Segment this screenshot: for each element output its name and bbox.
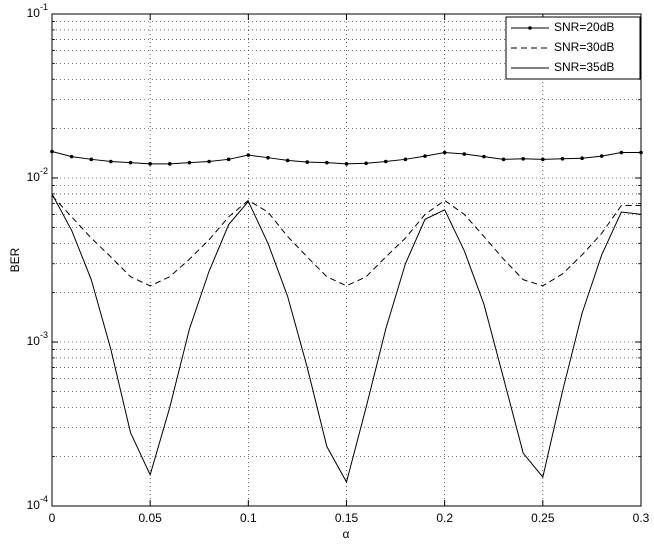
point-marker xyxy=(462,152,467,156)
point-marker xyxy=(423,154,427,158)
y-axis-label: BER xyxy=(8,247,22,272)
legend-label: SNR=35dB xyxy=(554,60,614,74)
point-marker xyxy=(207,159,211,164)
plot-frame xyxy=(51,13,642,507)
x-tick-label: 0.15 xyxy=(335,511,359,525)
point-marker xyxy=(305,160,310,164)
point-marker xyxy=(285,158,290,163)
point-marker xyxy=(344,162,349,166)
point-marker xyxy=(521,156,525,161)
y-tick-label: 10-2 xyxy=(27,166,48,184)
x-tick-label: 0.25 xyxy=(531,511,555,525)
x-tick-label: 0 xyxy=(49,511,56,525)
point-marker xyxy=(128,160,133,165)
y-tick-label: 10-1 xyxy=(27,2,48,20)
point-marker xyxy=(639,150,643,155)
y-tick-label: 10-3 xyxy=(27,330,48,348)
x-tick-label: 0.3 xyxy=(633,511,650,525)
point-marker xyxy=(266,155,270,160)
point-marker xyxy=(89,157,94,162)
point-marker xyxy=(501,157,506,162)
point-marker xyxy=(580,156,584,161)
point-marker xyxy=(599,154,604,158)
point-marker xyxy=(168,162,172,166)
point-marker xyxy=(364,161,368,166)
legend-label: SNR=20dB xyxy=(554,20,614,34)
point-marker xyxy=(109,159,113,164)
point-marker xyxy=(325,160,329,165)
legend-label: SNR=30dB xyxy=(554,40,614,54)
legend-marker xyxy=(528,26,532,30)
series-line xyxy=(51,195,641,287)
x-tick-label: 0.2 xyxy=(436,511,453,525)
x-tick-label: 0.05 xyxy=(138,511,162,525)
point-marker xyxy=(403,157,408,162)
x-tick-label: 0.1 xyxy=(240,511,257,525)
plot-area xyxy=(52,14,641,506)
point-marker xyxy=(246,153,251,157)
point-marker xyxy=(383,159,388,164)
point-marker xyxy=(50,149,54,154)
point-marker xyxy=(482,154,486,159)
point-marker xyxy=(619,150,624,155)
point-marker xyxy=(442,150,447,155)
point-marker xyxy=(560,156,565,161)
point-marker xyxy=(187,160,192,165)
series-line xyxy=(51,193,642,484)
point-marker xyxy=(226,157,231,162)
point-marker xyxy=(148,162,152,166)
point-marker xyxy=(541,157,545,162)
point-marker xyxy=(69,154,74,159)
x-axis-label: α xyxy=(343,527,350,541)
y-tick-label: 10-4 xyxy=(27,494,48,512)
